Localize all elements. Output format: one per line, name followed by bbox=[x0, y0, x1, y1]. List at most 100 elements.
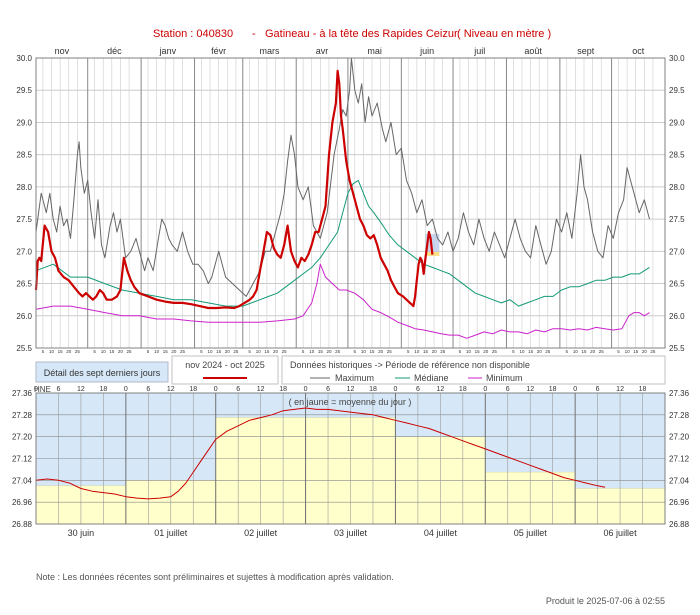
title-station: Station : 040830 bbox=[153, 28, 233, 40]
y-tick-label-right: 27.0 bbox=[669, 247, 685, 256]
recent-detail-box bbox=[35, 361, 169, 383]
recent-y-tick-right: 26.96 bbox=[669, 498, 690, 507]
day-tick-label: 5 bbox=[354, 349, 357, 354]
maximum-legend-label: Maximum bbox=[335, 373, 374, 383]
title-separator: - bbox=[252, 28, 256, 40]
y-tick-label-left: 26.5 bbox=[16, 280, 32, 289]
y-tick-label-right: 29.5 bbox=[669, 86, 685, 95]
recent-frame bbox=[35, 392, 666, 525]
series-line-maximum bbox=[35, 57, 650, 297]
day-tick-label: 25 bbox=[650, 349, 656, 354]
day-tick-label: 20 bbox=[273, 349, 279, 354]
series-line-current_year bbox=[34, 69, 434, 310]
recent-hour-label: 12 bbox=[526, 386, 534, 393]
day-tick-label: 10 bbox=[154, 349, 160, 354]
y-tick-label-left: 30.0 bbox=[16, 54, 32, 63]
day-tick-label: 5 bbox=[93, 349, 96, 354]
recent-y-tick-right: 26.88 bbox=[669, 520, 690, 529]
recent-day-label: 04 juillet bbox=[424, 528, 458, 538]
y-tick-label-left: 29.5 bbox=[16, 86, 32, 95]
recent-y-tick-right: 27.04 bbox=[669, 476, 690, 485]
title-unit: ( Niveau en mètre ) bbox=[457, 28, 551, 40]
day-tick-label: 10 bbox=[256, 349, 262, 354]
title-station-name: Gatineau - à la tête des Rapides Ceizur bbox=[265, 28, 458, 40]
month-label: août bbox=[524, 46, 542, 56]
recent-day-label: 01 juillet bbox=[154, 528, 188, 538]
day-tick-label: 5 bbox=[566, 349, 569, 354]
recent-y-tick-left: 26.88 bbox=[12, 520, 33, 529]
recent-hour-label: 18 bbox=[279, 386, 287, 393]
day-tick-label: 10 bbox=[466, 349, 472, 354]
year-legend-label: nov 2024 - oct 2025 bbox=[185, 360, 265, 370]
month-label: mars bbox=[260, 46, 280, 56]
day-tick-label: 10 bbox=[361, 349, 367, 354]
day-tick-label: 15 bbox=[633, 349, 639, 354]
recent-hour-label: 6 bbox=[57, 386, 61, 393]
recent-hour-label: 0 bbox=[304, 386, 308, 393]
day-tick-label: 15 bbox=[423, 349, 429, 354]
historical-legend-box bbox=[281, 355, 666, 385]
recent-hour-label: 0 bbox=[124, 386, 128, 393]
recent-day-label: 03 juillet bbox=[334, 528, 368, 538]
recent-y-tick-left: 27.04 bbox=[12, 476, 33, 485]
footer-note: Note : Les données récentes sont prélimi… bbox=[36, 572, 394, 582]
day-tick-label: 25 bbox=[492, 349, 498, 354]
day-tick-label: 25 bbox=[75, 349, 81, 354]
day-tick-label: 20 bbox=[326, 349, 332, 354]
day-tick-label: 5 bbox=[200, 349, 203, 354]
produced-timestamp: Produit le 2025-07-06 à 02:55 bbox=[546, 596, 665, 606]
y-tick-label-right: 29.0 bbox=[669, 118, 685, 127]
day-tick-label: 5 bbox=[302, 349, 305, 354]
recent-detail-label: Détail des sept derniers jours bbox=[44, 368, 161, 378]
day-tick-label: 10 bbox=[49, 349, 55, 354]
recent-hour-label: 12 bbox=[436, 386, 444, 393]
main-grid bbox=[36, 57, 665, 349]
day-tick-label: 5 bbox=[248, 349, 251, 354]
recent-hour-label: 0 bbox=[34, 386, 38, 393]
recent-hour-label: 18 bbox=[189, 386, 197, 393]
y-tick-label-right: 28.5 bbox=[669, 151, 685, 160]
recent-y-tick-right: 27.28 bbox=[669, 411, 690, 420]
historical-legend-label: Données historiques -> Période de référe… bbox=[290, 360, 530, 370]
recent-annotation: ( en jaune = moyenne du jour ) bbox=[289, 397, 412, 407]
day-tick-label: 20 bbox=[118, 349, 124, 354]
recent-axes: 27.36 27.36 27.28 27.28 27.20 27.20 27.12 27.12… bbox=[12, 386, 690, 538]
y-tick-label-right: 25.5 bbox=[669, 344, 685, 353]
recent-hour-label: 18 bbox=[639, 386, 647, 393]
series-line-median bbox=[35, 179, 650, 307]
month-label: avr bbox=[316, 46, 329, 56]
y-tick-label-left: 26.0 bbox=[16, 312, 32, 321]
day-tick-label: 20 bbox=[537, 349, 543, 354]
recent-hour-label: 6 bbox=[146, 386, 150, 393]
day-tick-label: 15 bbox=[264, 349, 270, 354]
day-tick-label: 25 bbox=[335, 349, 341, 354]
day-tick-label: 5 bbox=[459, 349, 462, 354]
y-tick-label-left: 29.0 bbox=[16, 118, 32, 127]
month-label: nov bbox=[55, 46, 70, 56]
day-tick-label: 25 bbox=[599, 349, 605, 354]
median-legend-label: Médiane bbox=[414, 373, 449, 383]
day-tick-label: 20 bbox=[378, 349, 384, 354]
recent-y-tick-right: 27.36 bbox=[669, 389, 690, 398]
day-tick-label: 10 bbox=[309, 349, 315, 354]
recent-y-tick-right: 27.12 bbox=[669, 455, 690, 464]
main-series bbox=[34, 57, 650, 339]
day-tick-label: 20 bbox=[171, 349, 177, 354]
day-tick-label: 20 bbox=[225, 349, 231, 354]
day-tick-label: 20 bbox=[66, 349, 72, 354]
day-tick-label: 25 bbox=[545, 349, 551, 354]
recent-y-tick-left: 27.12 bbox=[12, 455, 33, 464]
day-tick-label: 5 bbox=[617, 349, 620, 354]
recent-y-tick-left: 27.36 bbox=[12, 389, 33, 398]
recent-day-label: 02 juillet bbox=[244, 528, 278, 538]
day-tick-label: 15 bbox=[109, 349, 115, 354]
recent-y-tick-left: 26.96 bbox=[12, 498, 33, 507]
y-tick-label-left: 27.0 bbox=[16, 247, 32, 256]
year-legend-box bbox=[171, 355, 279, 385]
recent-day-label: 05 juillet bbox=[514, 528, 548, 538]
recent-hour-label: 6 bbox=[416, 386, 420, 393]
month-label: juin bbox=[419, 46, 434, 56]
recent-hour-label: 18 bbox=[99, 386, 107, 393]
y-tick-label-left: 28.0 bbox=[16, 183, 32, 192]
